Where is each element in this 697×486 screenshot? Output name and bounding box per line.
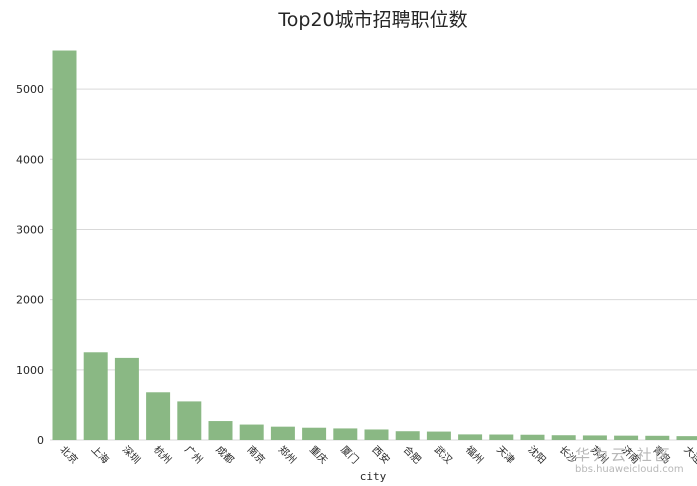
bar-17	[582, 435, 607, 440]
x-tick-label-0: 北京	[57, 443, 80, 466]
bar-9	[333, 428, 358, 440]
bar-20	[676, 436, 697, 440]
x-tick-label-2: 深圳	[120, 444, 143, 467]
bar-8	[302, 427, 327, 440]
bar-5	[208, 421, 233, 440]
bar-6	[239, 424, 264, 440]
x-tick-label-18: 济南	[619, 443, 642, 466]
grid-lines	[50, 88, 697, 441]
x-tick-label-1: 上海	[89, 443, 112, 466]
x-tick-label-20: 大连	[681, 443, 697, 466]
x-tick-label-8: 重庆	[307, 443, 330, 466]
x-tick-label-11: 合肥	[401, 443, 424, 466]
y-tick-label-2000: 2000	[16, 294, 44, 307]
bar-3	[146, 392, 171, 440]
x-tick-label-12: 武汉	[432, 443, 455, 466]
bar-0	[52, 50, 77, 441]
y-tick-label-1000: 1000	[16, 364, 44, 377]
y-tick-label-5000: 5000	[16, 83, 44, 96]
x-tick-label-13: 福州	[463, 443, 486, 466]
y-tick-label-3000: 3000	[16, 223, 44, 236]
bar-2	[114, 357, 139, 440]
bars	[52, 50, 697, 441]
x-tick-label-4: 广州	[182, 444, 205, 467]
y-axis-ticks: 0 1000 2000 3000 4000 5000	[16, 83, 44, 447]
bar-15	[520, 434, 545, 440]
x-tick-label-7: 郑州	[276, 443, 299, 466]
x-tick-label-17: 苏州	[588, 443, 611, 466]
x-tick-label-16: 长沙	[557, 444, 580, 467]
bar-10	[364, 429, 389, 440]
x-tick-label-10: 西安	[369, 443, 392, 466]
bar-19	[645, 435, 670, 440]
y-tick-label-4000: 4000	[16, 153, 44, 166]
bar-11	[395, 431, 420, 440]
x-tick-label-6: 南京	[245, 443, 268, 466]
x-tick-label-5: 成都	[213, 444, 236, 467]
y-tick-label-0: 0	[37, 434, 44, 447]
x-tick-label-3: 杭州	[151, 443, 174, 466]
x-tick-label-9: 厦门	[338, 443, 361, 466]
x-axis-ticks: 北京 上海 深圳 杭州 广州 成都 南京 郑州 重庆 厦门 西安 合肥 武汉 福州 天津 沈阳 长沙 苏州 济南 青岛…	[57, 443, 697, 466]
x-tick-label-19: 青岛	[650, 443, 673, 466]
x-axis-label: city	[360, 470, 387, 483]
bar-12	[426, 431, 451, 440]
bar-14	[489, 434, 514, 440]
bar-13	[458, 434, 483, 440]
bar-18	[614, 435, 639, 440]
chart-title: Top20城市招聘职位数	[277, 9, 467, 31]
bar-7	[270, 426, 295, 440]
bar-1	[83, 352, 108, 440]
x-tick-label-14: 天津	[494, 444, 517, 467]
x-tick-label-15: 沈阳	[525, 443, 548, 466]
bar-4	[177, 401, 202, 440]
bar-16	[551, 435, 576, 440]
